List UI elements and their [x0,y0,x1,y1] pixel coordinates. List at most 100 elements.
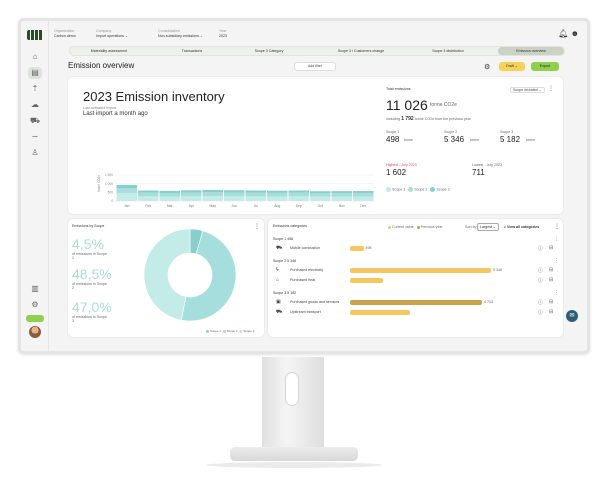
y-tick-label: 1 000 [105,182,113,186]
emissions-by-scope-card: Emissions by Scope ⋮ 4,5% of emissions i… [68,219,264,337]
bar-feb-scope3 [138,190,159,193]
car-icon: ⛟ [276,245,283,251]
by-scope-more-icon[interactable]: ⋮ [254,224,260,230]
category-name[interactable]: Purchased goods and services [290,300,340,304]
tab-scope3-customers[interactable]: Scope 3 / Customers change [337,49,385,53]
tab-scope3-distribution[interactable]: Scope 3 distribution [432,49,464,53]
bar-mar-scope1 [159,196,180,201]
info-icon[interactable]: ⓘ [538,278,544,284]
monitor-screen: ⌂ ▤ ⇡ ☁ ⛟ ∼ ♙ ▥ ⚙ Organization Carbon dem… [18,18,590,354]
book-icon[interactable]: ▥ [31,284,39,293]
edit-icon[interactable]: ⊟ [549,267,554,273]
more-icon[interactable]: ⋮ [548,86,554,92]
bar-jan-scope1 [116,193,137,201]
scope-donut-chart [143,228,237,322]
legend-current-dot [388,225,391,229]
legend-dot-scope2 [408,187,414,192]
crumb-company[interactable]: Company Import operations ⌄ [96,29,128,38]
category-name[interactable]: Purchased heat [290,278,316,282]
bar-jun-scope2 [224,192,245,197]
add-filter-button[interactable]: Add filter [294,62,336,71]
bar-may-scope1 [202,196,223,201]
upload-icon[interactable]: ⇡ [31,84,39,93]
categories-legend: Current value Previous year [388,225,443,229]
x-tick-label: Nov [339,204,345,208]
categories-more-icon[interactable]: ⋮ [554,224,560,230]
group-more-icon[interactable]: ⋮ [554,258,559,264]
topbar: Organization Carbon demo Company Import op… [49,21,587,45]
bar-aug-scope1 [267,196,288,201]
bell-icon[interactable]: 🔔︎ [558,29,569,38]
edit-icon[interactable]: ⊟ [549,309,554,315]
bar-jun-scope3 [224,190,245,193]
trend-icon[interactable]: ∼ [31,132,39,141]
category-value: 4 703 [484,300,493,304]
tab-transactions[interactable]: Transactions [181,49,203,53]
account-icon[interactable]: ☻ [570,29,579,38]
crumb-year[interactable]: Year 2023 [219,29,227,38]
tab-materiality[interactable]: Materiality assessment [90,49,128,53]
chat-icon[interactable]: ✉ [566,310,578,322]
sort-select[interactable]: Largest ⌄ [477,223,499,231]
view-all-categories-link[interactable]: ⌕ View all categories [504,225,540,229]
info-icon[interactable]: ⓘ [538,268,544,274]
info-icon[interactable]: ⓘ [538,246,544,252]
total-note: including 1 792 tonne CO2e from the prev… [386,116,471,122]
info-icon[interactable]: ⓘ [538,300,544,306]
crumb-organization[interactable]: Organization Carbon demo [54,29,76,38]
x-tick-label: Jul [254,204,259,208]
gear-icon[interactable]: ⚙ [484,64,491,71]
edit-icon[interactable]: ⊟ [549,299,554,305]
bar-jul-scope1 [245,196,266,201]
search-icon: ⌕ [504,225,507,229]
edit-icon[interactable]: ⊟ [549,277,554,283]
scope-included-select[interactable]: Scope included ⌄ [510,87,545,93]
tab-scope3-category[interactable]: Scope 3 Category [254,49,284,53]
category-name[interactable]: Purchased electricity [290,268,324,272]
x-tick-label: Aug [274,204,280,208]
home-icon[interactable]: ⌂ [32,52,38,61]
info-icon[interactable]: ⓘ [538,310,544,316]
draft-button[interactable]: Draft ⌄ [499,62,525,71]
tab-emission-overview[interactable]: Emission overview [498,47,564,55]
bar-jan-scope3 [116,184,137,188]
scope-group-header: Scope 1 498 [273,237,294,241]
categories-title: Emissions categories [273,224,307,228]
group-more-icon[interactable]: ⋮ [554,236,559,242]
bar-nov-scope3 [331,191,352,194]
bar-dec-scope3 [353,191,374,194]
inventory-bar-chart: tonne CO2e 1 500 1 000 500 0 Jan Feb Mar Apr May J… [97,173,374,208]
export-button[interactable]: Export [531,62,559,71]
category-bar [350,299,482,305]
topbar-icons: 🔔︎ ☻ [558,29,579,38]
sort-label: Sort by [465,225,477,229]
plan-badge [26,315,44,322]
user-icon[interactable]: ♙ [31,148,39,157]
x-tick-label: Oct [318,204,323,208]
category-name[interactable]: Upstream transport [290,310,321,314]
category-name[interactable]: Mobile combustion [290,246,320,250]
chart-icon[interactable]: ▤ [28,67,42,79]
highest-label: Highest - July 2023 [386,163,417,167]
inventory-title: 2023 Emission inventory [83,89,225,104]
bar-feb-scope2 [138,192,159,197]
last-import: Last import a month ago [83,111,148,117]
bar-aug-scope3 [267,190,288,193]
scope1-unit: tonne [404,138,413,142]
avatar[interactable] [29,326,41,338]
group-more-icon[interactable]: ⋮ [554,290,559,296]
scope3-unit: tonne [526,138,535,142]
edit-icon[interactable]: ⊟ [549,245,554,251]
settings-icon[interactable]: ⚙ [31,300,39,309]
x-tick-label: Apr [189,204,195,208]
inventory-card: 2023 Emission inventory Last activated i… [68,77,563,214]
bar-dec-scope2 [353,193,374,197]
scope1-value: 498 [386,135,400,144]
scope3-value: 5 182 [500,135,521,144]
bar-may-scope3 [202,189,223,193]
cloud-icon[interactable]: ☁ [31,100,39,109]
bar-apr-scope3 [181,190,202,193]
crumb-consolidation[interactable]: Consolidation Non-subsidiary emissions ⌄ [158,29,203,38]
car-icon[interactable]: ⛟ [29,116,41,125]
lowest-value: 711 [472,168,485,177]
